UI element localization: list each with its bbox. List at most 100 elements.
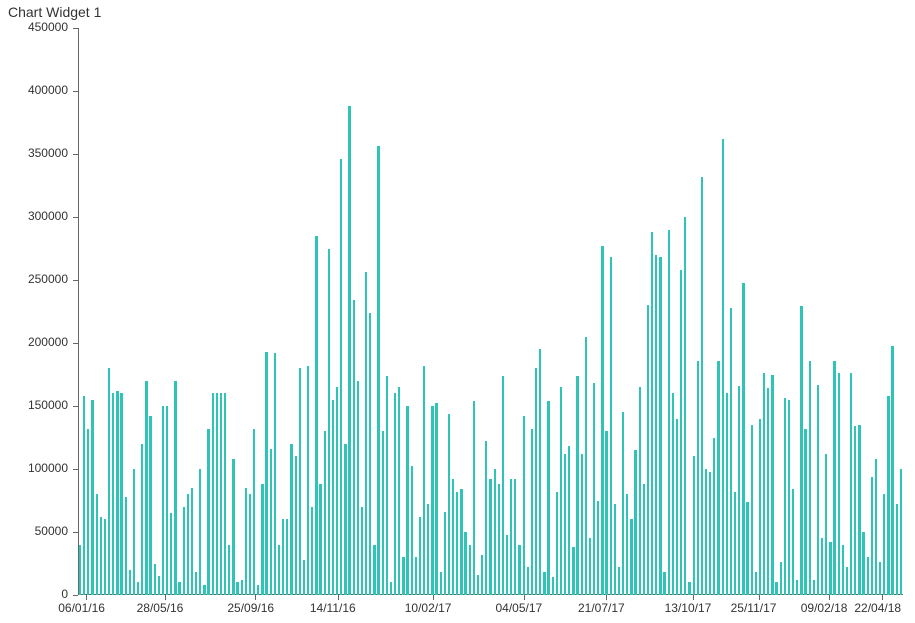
bar (324, 431, 326, 595)
bar (299, 368, 301, 595)
bar (290, 444, 292, 595)
bar (713, 438, 715, 596)
bar (129, 570, 131, 595)
bar (170, 513, 172, 595)
x-tick-mark (255, 595, 256, 600)
bar (709, 472, 711, 595)
bar (241, 580, 243, 595)
x-tick-mark (524, 595, 525, 600)
bar (390, 582, 392, 595)
bar (858, 425, 860, 595)
y-tick-label: 450000 (8, 20, 68, 34)
bar (697, 361, 699, 595)
bar (373, 545, 375, 595)
bar (792, 489, 794, 595)
bar (556, 492, 558, 595)
bar (427, 504, 429, 595)
bar (382, 431, 384, 595)
bar (108, 368, 110, 595)
x-tick-label: 09/02/18 (801, 601, 848, 615)
bar (83, 396, 85, 595)
bar (261, 484, 263, 595)
bar (166, 406, 168, 595)
bar (879, 562, 881, 595)
bar (701, 177, 703, 595)
bar (518, 545, 520, 595)
bar (91, 400, 93, 595)
bar (154, 564, 156, 596)
bar (842, 545, 844, 595)
x-tick-mark (693, 595, 694, 600)
bar (742, 283, 744, 595)
x-tick-label: 21/07/17 (578, 601, 625, 615)
bar (891, 346, 893, 595)
y-tick-label: 50000 (8, 524, 68, 538)
bar (634, 450, 636, 595)
bar (419, 517, 421, 595)
bar (199, 469, 201, 595)
bar (178, 582, 180, 595)
bar (746, 502, 748, 595)
bar (601, 246, 603, 595)
bar (485, 441, 487, 595)
bar (663, 572, 665, 595)
bar (531, 429, 533, 595)
bar (104, 519, 106, 595)
bar (212, 393, 214, 595)
bar (328, 249, 330, 596)
bar (593, 383, 595, 595)
x-tick-label: 10/02/17 (405, 601, 452, 615)
y-tick-label: 250000 (8, 272, 68, 286)
bar (705, 469, 707, 595)
y-tick-label: 100000 (8, 461, 68, 475)
bar (191, 488, 193, 595)
chart-widget: Chart Widget 1 0500001000001500002000002… (0, 0, 915, 623)
bar (804, 429, 806, 595)
bar (340, 159, 342, 595)
y-tick-label: 350000 (8, 146, 68, 160)
x-tick-mark (165, 595, 166, 600)
bar (817, 385, 819, 595)
bar (809, 361, 811, 595)
bar (850, 373, 852, 595)
bar (245, 488, 247, 595)
bar (738, 386, 740, 595)
bar (510, 479, 512, 595)
bar (883, 494, 885, 595)
bar (295, 456, 297, 595)
bar (344, 444, 346, 595)
y-tick-label: 150000 (8, 398, 68, 412)
bar (145, 381, 147, 595)
bar (589, 538, 591, 595)
bar (448, 414, 450, 595)
bar (398, 387, 400, 595)
bar (618, 567, 620, 595)
bar (415, 557, 417, 595)
bar (643, 484, 645, 595)
bar (576, 376, 578, 595)
bar (829, 542, 831, 595)
bar (278, 545, 280, 595)
bar (734, 492, 736, 595)
bar (614, 504, 616, 595)
bar (464, 532, 466, 595)
bar (564, 454, 566, 595)
x-tick-label: 22/04/18 (854, 601, 901, 615)
bar (460, 489, 462, 595)
bar (353, 300, 355, 595)
bar (784, 398, 786, 595)
bar (183, 507, 185, 595)
bar (680, 270, 682, 595)
bar (270, 449, 272, 595)
x-tick-label: 04/05/17 (496, 601, 543, 615)
bar (431, 406, 433, 595)
bar (659, 257, 661, 595)
bar (676, 419, 678, 595)
bar (572, 547, 574, 595)
bar (547, 401, 549, 595)
bar (854, 426, 856, 595)
bar (96, 494, 98, 595)
bar (668, 230, 670, 595)
bar (862, 532, 864, 595)
bar (875, 459, 877, 595)
